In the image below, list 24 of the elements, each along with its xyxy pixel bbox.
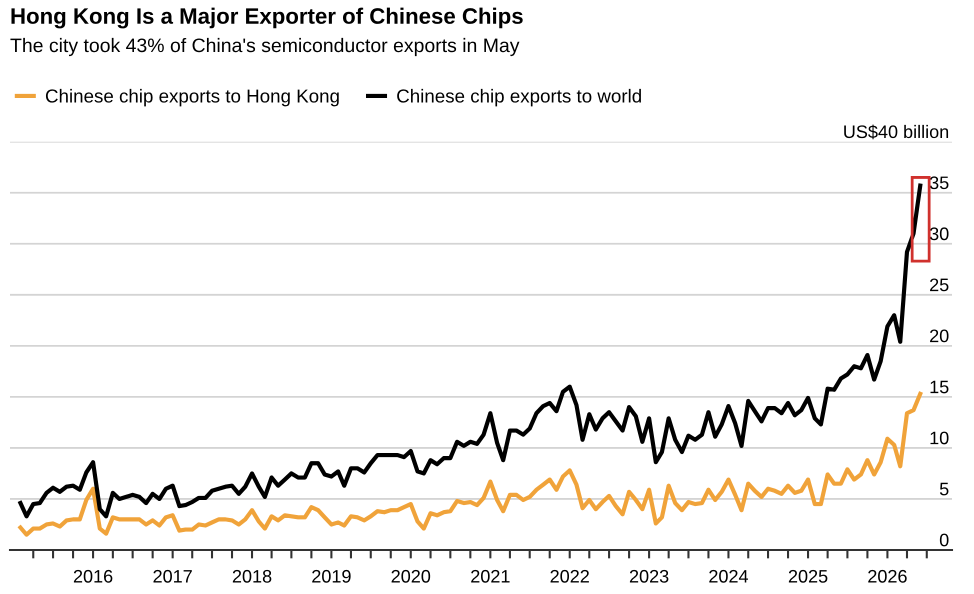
x-tick-label: 2025 <box>788 570 828 583</box>
legend-label: Chinese chip exports to world <box>397 88 641 106</box>
y-tick-label: 0 <box>940 534 949 546</box>
x-tick-label: 2017 <box>153 570 192 583</box>
y-tick-label: 15 <box>930 380 948 394</box>
x-tick-label: 2020 <box>392 570 430 583</box>
legend-label: Chinese chip exports to Hong Kong <box>46 88 339 106</box>
x-tick-label: 2023 <box>630 570 668 583</box>
x-tick-label: 2019 <box>312 570 351 583</box>
x-tick-label: 2022 <box>550 570 589 583</box>
y-tick-label: 10 <box>930 432 949 444</box>
chart-title: Hong Kong Is a Major Exporter of Chinese Chips <box>11 8 523 28</box>
x-tick-label: 2024 <box>709 570 748 583</box>
y-tick-label: 5 <box>940 482 948 496</box>
y-tick-label: 25 <box>930 278 948 292</box>
x-tick-label: 2018 <box>232 570 272 583</box>
x-tick-label: 2016 <box>74 570 112 583</box>
x-tick-label: 2026 <box>868 570 907 583</box>
y-tick-label: 20 <box>930 329 949 342</box>
chart-subtitle: The city took 43% of China's semiconductor exports in May <box>10 38 520 56</box>
y-tick-label: 35 <box>930 176 948 190</box>
y-tick-label: US$40 billion <box>844 124 948 140</box>
y-tick-label: 30 <box>930 227 949 240</box>
x-tick-label: 2021 <box>471 570 510 583</box>
